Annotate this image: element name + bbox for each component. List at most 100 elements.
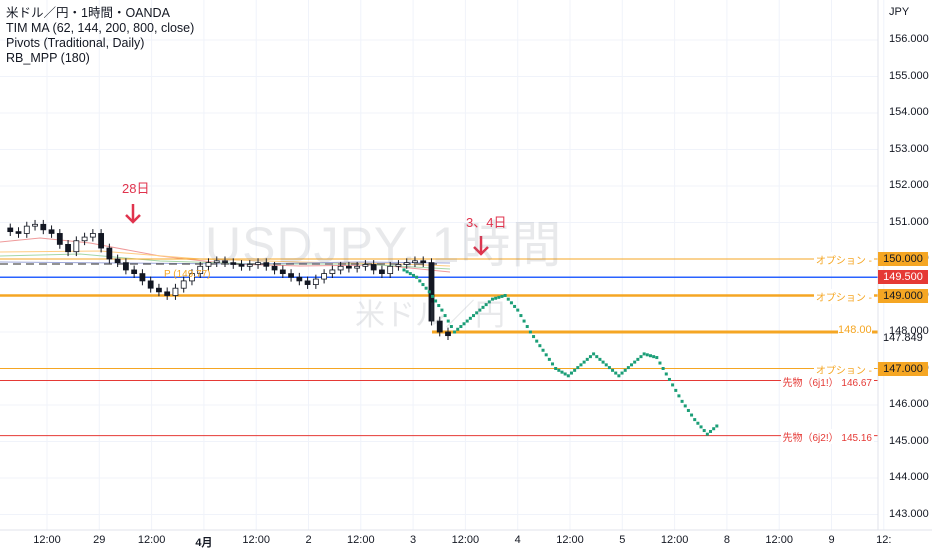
forecast-point: [671, 383, 675, 387]
time-tick-label: 12:00: [556, 534, 584, 546]
candle-body: [98, 233, 105, 249]
forecast-point: [478, 308, 482, 312]
forecast-point: [588, 355, 592, 359]
candle-body: [436, 320, 443, 333]
candle-body: [40, 223, 47, 231]
down-arrow-icon: [125, 214, 141, 224]
forecast-point: [639, 355, 643, 359]
forecast-point: [582, 360, 586, 364]
candle-body: [230, 262, 237, 265]
forecast-point: [462, 322, 466, 326]
level-label: 先物（6j1!） 146.67: [780, 373, 874, 389]
candle-body: [65, 243, 71, 253]
forecast-point: [601, 360, 605, 364]
forecast-point: [497, 295, 501, 299]
forecast-point: [712, 427, 716, 431]
candle-body: [329, 269, 336, 275]
price-tag: 150.000: [878, 252, 928, 266]
candle-body: [7, 227, 14, 233]
forecast-point: [652, 355, 656, 359]
forecast-point: [456, 327, 460, 331]
forecast-point: [408, 272, 412, 276]
legend-symbol[interactable]: 米ドル／円・1時間・OANDA: [6, 6, 170, 20]
forecast-point: [509, 301, 513, 305]
forecast-point: [446, 319, 450, 323]
candle-body: [81, 236, 88, 242]
candle-body: [420, 260, 427, 264]
forecast-point: [453, 330, 457, 334]
forecast-point: [667, 377, 671, 381]
time-tick-label: 12:00: [242, 534, 270, 546]
price-tick-label: 143.000: [889, 507, 929, 520]
forecast-point: [683, 404, 687, 408]
forecast-point: [680, 399, 684, 403]
forecast-point: [611, 368, 615, 372]
candle-body: [164, 291, 171, 296]
forecast-point: [595, 355, 599, 359]
price-tick-label: 152.000: [889, 179, 929, 191]
forecast-point: [468, 316, 472, 320]
forecast-point: [623, 368, 627, 372]
candle-body: [32, 223, 38, 227]
forecast-point: [459, 325, 463, 329]
level-label: 148.00: [838, 324, 872, 336]
forecast-point: [655, 356, 659, 360]
time-tick-label: 12:00: [137, 534, 166, 546]
price-tag: 149.500: [878, 270, 928, 285]
forecast-point: [411, 273, 415, 277]
forecast-point: [402, 268, 406, 272]
forecast-point: [415, 275, 419, 279]
forecast-point: [693, 418, 697, 422]
level-label: 先物（6j2!） 145.16: [780, 428, 874, 444]
candle-body: [222, 260, 228, 264]
candle-body: [189, 273, 195, 282]
grid: [0, 0, 885, 530]
legend-indicator-ma[interactable]: TIM MA (62, 144, 200, 800, close): [6, 21, 195, 35]
forecast-point: [465, 319, 469, 323]
time-tick-label: 12:00: [451, 534, 480, 546]
price-tag: 149.000: [878, 288, 928, 303]
candle-body: [15, 231, 22, 234]
forecast-point: [699, 425, 703, 429]
forecast-point: [604, 363, 608, 367]
forecast-point: [686, 408, 690, 412]
forecast-point: [715, 424, 719, 428]
legend-indicator-pivots[interactable]: Pivots (Traditional, Daily): [6, 36, 145, 50]
candle-body: [122, 262, 129, 271]
forecast-point: [440, 308, 444, 312]
candle-body: [395, 264, 402, 267]
forecast-point: [573, 368, 577, 372]
forecast-point: [494, 296, 498, 300]
candle-body: [89, 233, 96, 238]
forecast-point: [607, 366, 611, 370]
forecast-point: [503, 294, 507, 297]
price-tick-label: 146.000: [889, 398, 929, 410]
forecast-point: [434, 299, 438, 303]
candle-body: [337, 265, 344, 271]
price-tick-label: 153.000: [889, 142, 929, 155]
level-label: オプション -: [813, 288, 874, 304]
forecast-point: [522, 319, 526, 323]
forecast-point: [614, 371, 618, 375]
candle-body: [296, 276, 303, 282]
candle-body: [403, 262, 410, 265]
candle-body: [73, 240, 80, 253]
forecast-point: [535, 339, 539, 343]
candle-body: [279, 269, 286, 275]
forecast-point: [569, 371, 573, 375]
watermark-name: 米ドル／円: [355, 299, 505, 332]
time-tick-label: 9: [828, 534, 835, 546]
forecast-point: [516, 308, 520, 312]
time-tick-label: 12:00: [660, 534, 689, 546]
price-levels: [0, 258, 878, 437]
candle-body: [271, 265, 278, 271]
level-label: オプション -: [813, 361, 874, 377]
forecast-point: [487, 300, 491, 304]
candle-body: [213, 260, 220, 264]
forecast-point: [690, 413, 694, 417]
price-candles: [7, 219, 451, 341]
candle-body: [114, 258, 121, 264]
forecast-point: [538, 344, 542, 348]
legend-indicator-rbmpp[interactable]: RB_MPP (180): [6, 51, 90, 65]
